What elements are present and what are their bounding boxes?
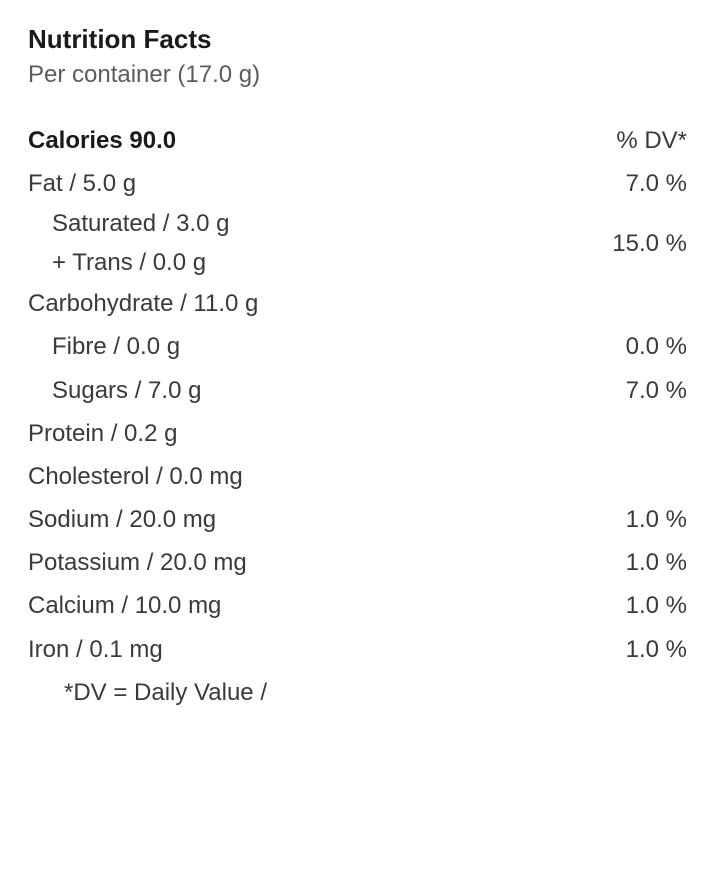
sodium-label: Sodium / 20.0 mg [28, 498, 626, 541]
calcium-label: Calcium / 10.0 mg [28, 584, 626, 627]
protein-label: Protein / 0.2 g [28, 412, 687, 455]
fibre-row: Fibre / 0.0 g 0.0 % [28, 325, 687, 368]
serving-subtitle: Per container (17.0 g) [28, 61, 687, 89]
fat-dv: 7.0 % [626, 162, 687, 205]
calories-label: Calories 90.0 [28, 119, 616, 162]
sodium-dv: 1.0 % [626, 498, 687, 541]
sugars-dv: 7.0 % [626, 369, 687, 412]
nutrition-title: Nutrition Facts [28, 24, 687, 55]
iron-row: Iron / 0.1 mg 1.0 % [28, 628, 687, 671]
fibre-label: Fibre / 0.0 g [28, 325, 626, 368]
calories-row: Calories 90.0 % DV* [28, 119, 687, 162]
protein-row: Protein / 0.2 g [28, 412, 687, 455]
carb-label: Carbohydrate / 11.0 g [28, 282, 687, 325]
sodium-row: Sodium / 20.0 mg 1.0 % [28, 498, 687, 541]
potassium-row: Potassium / 20.0 mg 1.0 % [28, 541, 687, 584]
cholesterol-row: Cholesterol / 0.0 mg [28, 455, 687, 498]
potassium-dv: 1.0 % [626, 541, 687, 584]
saturated-trans-row: Saturated / 3.0 g + Trans / 0.0 g 15.0 % [28, 205, 687, 282]
fat-row: Fat / 5.0 g 7.0 % [28, 162, 687, 205]
cholesterol-label: Cholesterol / 0.0 mg [28, 455, 687, 498]
fibre-dv: 0.0 % [626, 325, 687, 368]
sugars-label: Sugars / 7.0 g [28, 369, 626, 412]
carb-row: Carbohydrate / 11.0 g [28, 282, 687, 325]
dv-header: % DV* [616, 119, 687, 162]
iron-dv: 1.0 % [626, 628, 687, 671]
potassium-label: Potassium / 20.0 mg [28, 541, 626, 584]
saturated-label: Saturated / 3.0 g [52, 205, 612, 243]
saturated-trans-dv: 15.0 % [612, 222, 687, 265]
trans-label: + Trans / 0.0 g [52, 244, 612, 282]
calcium-dv: 1.0 % [626, 584, 687, 627]
calcium-row: Calcium / 10.0 mg 1.0 % [28, 584, 687, 627]
dv-footnote: *DV = Daily Value / [28, 671, 687, 714]
sugars-row: Sugars / 7.0 g 7.0 % [28, 369, 687, 412]
fat-label: Fat / 5.0 g [28, 162, 626, 205]
iron-label: Iron / 0.1 mg [28, 628, 626, 671]
